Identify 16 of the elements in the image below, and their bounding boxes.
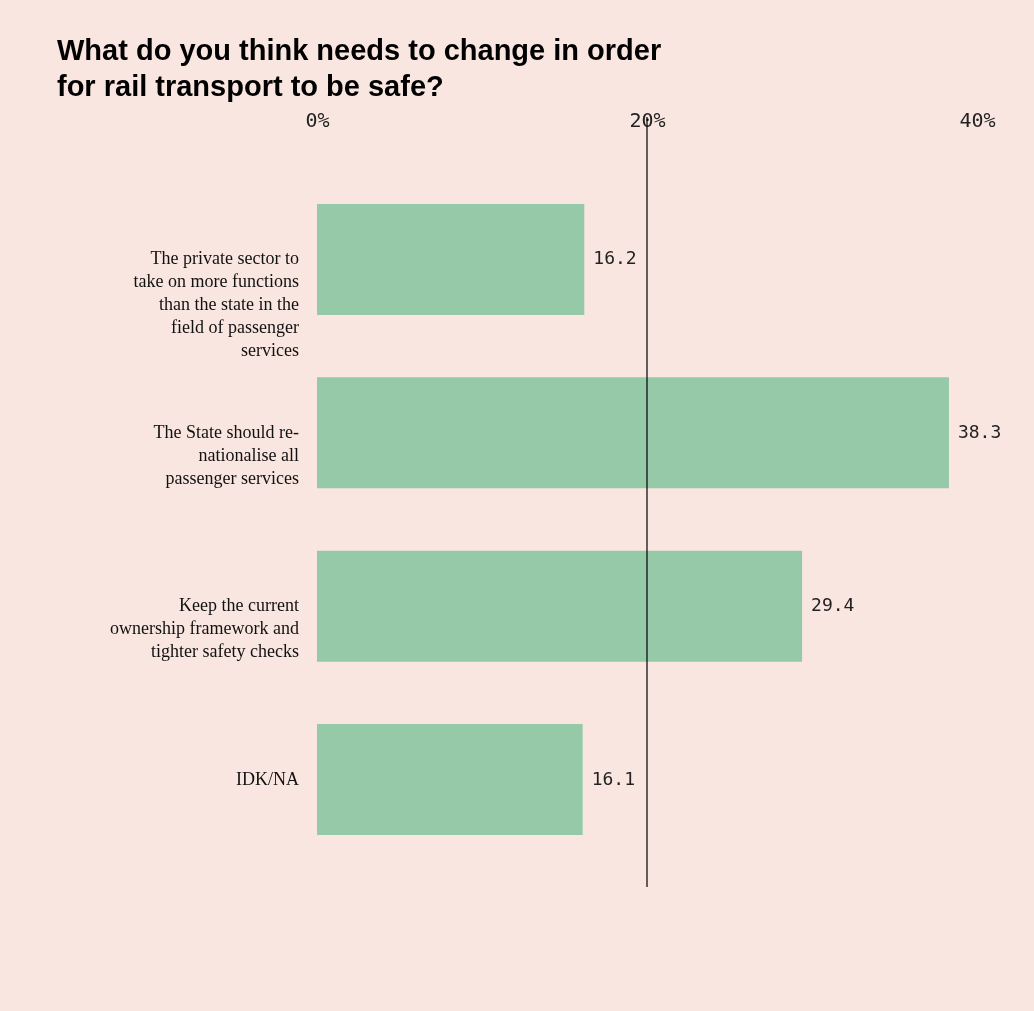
chart-title: What do you think needs to change in order for rail transport to be safe?: [57, 34, 662, 102]
data-label: 29.4: [811, 594, 855, 616]
data-label: 38.3: [957, 420, 1002, 442]
data-label: 16.2: [593, 247, 637, 269]
x-tick-label: 0%: [305, 107, 330, 132]
bar: [317, 724, 583, 835]
x-tick-label: 20%: [629, 107, 666, 132]
bar: [317, 204, 585, 315]
y-tick-label: The State should re-nationalise all passenger services: [153, 421, 299, 488]
y-tick-label: IDK/NA: [236, 768, 299, 789]
bar: [317, 377, 949, 489]
y-tick-label: The private sector to take on more functions than the state in the field of passenger services: [133, 248, 299, 361]
x-tick-label: 40%: [959, 107, 996, 132]
bar: [317, 550, 803, 662]
data-label: 16.1: [591, 767, 636, 789]
y-tick-label: Keep the current ownership framework and tighter safety checks: [110, 595, 299, 662]
